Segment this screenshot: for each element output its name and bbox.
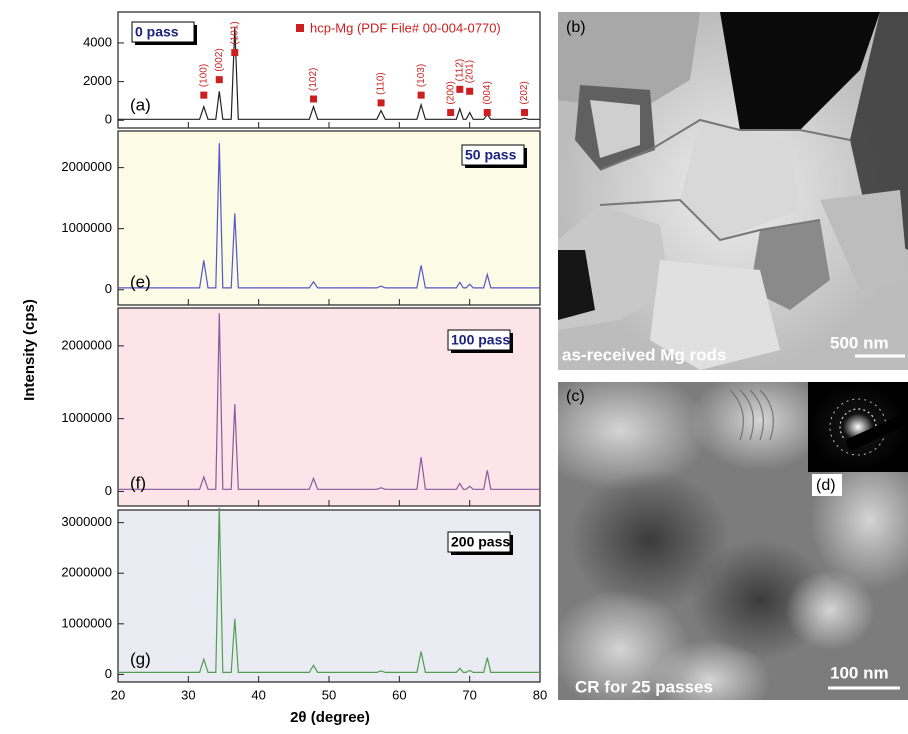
image-caption: as-received Mg rods — [562, 345, 726, 364]
peak-label: (100) — [198, 64, 209, 87]
reference-marker — [200, 92, 207, 99]
panel-tag: (g) — [130, 649, 151, 668]
panel-tag: (e) — [130, 272, 151, 291]
reference-marker — [231, 49, 238, 56]
y-tick-label: 2000000 — [61, 565, 112, 580]
legend-label: hcp-Mg (PDF File# 00-004-0770) — [310, 20, 501, 35]
pass-label: 100 pass — [448, 330, 513, 353]
scale-bar-label: 500 nm — [830, 333, 889, 352]
y-tick-label: 2000 — [83, 73, 112, 88]
peak-label: (201) — [464, 60, 475, 83]
panel-tag: (f) — [130, 473, 146, 492]
figure: (b) as-received Mg rods 500 nm (c) (d) C… — [0, 0, 908, 729]
y-tick-label: 0 — [105, 483, 112, 498]
x-axis-label: 2θ (degree) — [290, 709, 370, 726]
panel-tag: (d) — [816, 477, 836, 494]
x-tick-label: 30 — [181, 687, 195, 702]
reference-marker — [216, 76, 223, 83]
x-tick-label: 80 — [533, 687, 547, 702]
pass-label-text: 100 pass — [451, 332, 510, 348]
y-tick-label: 0 — [105, 112, 112, 127]
y-tick-label: 1000000 — [61, 220, 112, 235]
peak-label: (002) — [214, 48, 225, 71]
reference-marker — [521, 109, 528, 116]
peak-label: (101) — [229, 21, 240, 44]
image-caption: CR for 25 passes — [575, 677, 713, 696]
reference-marker — [447, 109, 454, 116]
pass-label-text: 50 pass — [465, 147, 517, 163]
x-tick-label: 60 — [392, 687, 406, 702]
pass-label: 50 pass — [462, 145, 527, 168]
y-tick-label: 4000 — [83, 34, 112, 49]
panel-tag: (b) — [566, 19, 586, 36]
y-tick-label: 2000000 — [61, 337, 112, 352]
y-tick-label: 1000000 — [61, 615, 112, 630]
diffraction-inset — [808, 382, 908, 472]
pass-label-text: 200 pass — [451, 534, 510, 550]
pass-label: 0 pass — [132, 22, 197, 45]
y-tick-label: 0 — [105, 281, 112, 296]
scale-bar-label: 100 nm — [830, 663, 889, 682]
peak-label: (102) — [308, 68, 319, 91]
reference-marker — [310, 96, 317, 103]
legend-marker — [296, 24, 304, 32]
peak-label: (200) — [445, 81, 456, 104]
reference-marker — [456, 86, 463, 93]
x-tick-label: 40 — [251, 687, 265, 702]
tem-image-b — [558, 12, 908, 370]
y-tick-label: 0 — [105, 666, 112, 681]
x-tick-label: 20 — [111, 687, 125, 702]
peak-label: (110) — [376, 72, 387, 95]
reference-marker — [466, 88, 473, 95]
peak-label: (004) — [482, 81, 493, 104]
panel-tag: (a) — [130, 95, 151, 114]
y-axis-label: Intensity (cps) — [21, 299, 38, 401]
x-tick-label: 50 — [322, 687, 336, 702]
peak-label: (202) — [519, 81, 530, 104]
reference-marker — [484, 109, 491, 116]
reference-marker — [378, 99, 385, 106]
reference-marker — [418, 92, 425, 99]
panel-tag: (c) — [566, 388, 585, 405]
y-tick-label: 1000000 — [61, 410, 112, 425]
pass-label-text: 0 pass — [135, 24, 179, 40]
y-tick-label: 3000000 — [61, 514, 112, 529]
x-tick-label: 70 — [462, 687, 476, 702]
peak-label: (103) — [416, 64, 427, 87]
pass-label: 200 pass — [448, 532, 513, 555]
y-tick-label: 2000000 — [61, 159, 112, 174]
